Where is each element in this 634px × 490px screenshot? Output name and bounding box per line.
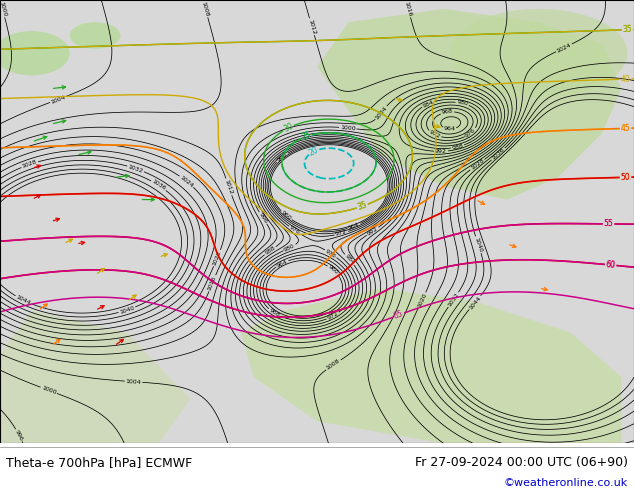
Text: 35: 35: [623, 25, 633, 34]
Text: ©weatheronline.co.uk: ©weatheronline.co.uk: [503, 478, 628, 488]
Text: 45: 45: [621, 123, 631, 133]
Polygon shape: [241, 288, 621, 443]
Text: 1044: 1044: [468, 295, 482, 310]
Text: 1016: 1016: [404, 1, 413, 17]
Text: 1020: 1020: [417, 292, 427, 309]
Text: 35: 35: [356, 200, 368, 212]
Text: 50: 50: [621, 172, 630, 182]
Text: 972: 972: [428, 130, 441, 140]
Text: 55: 55: [604, 220, 614, 228]
Text: 1000: 1000: [0, 1, 7, 17]
Text: 40: 40: [621, 74, 631, 84]
Text: 992: 992: [366, 226, 379, 237]
Text: 20: 20: [307, 145, 320, 158]
Text: 968: 968: [276, 152, 288, 163]
Text: 50: 50: [621, 172, 630, 182]
Ellipse shape: [0, 31, 70, 75]
Text: 972: 972: [335, 229, 348, 238]
Text: 968: 968: [268, 308, 281, 318]
Text: 1036: 1036: [151, 179, 167, 192]
Text: 996: 996: [257, 212, 268, 224]
Text: 1020: 1020: [212, 250, 223, 266]
Text: 984: 984: [344, 253, 355, 266]
Text: 1016: 1016: [207, 275, 217, 292]
Text: 964: 964: [276, 259, 288, 269]
Text: 968: 968: [441, 109, 453, 116]
Text: Fr 27-09-2024 00:00 UTC (06+90): Fr 27-09-2024 00:00 UTC (06+90): [415, 457, 628, 469]
Text: 1032: 1032: [127, 164, 144, 173]
Text: 988: 988: [451, 143, 464, 150]
Text: 960: 960: [327, 264, 339, 276]
Text: 1000: 1000: [41, 385, 57, 395]
Polygon shape: [317, 9, 621, 199]
Text: 964: 964: [347, 221, 361, 231]
Text: 1036: 1036: [491, 147, 506, 161]
Text: Theta-e 700hPa [hPa] ECMWF: Theta-e 700hPa [hPa] ECMWF: [6, 457, 193, 469]
Text: 964: 964: [443, 126, 456, 132]
Polygon shape: [0, 311, 190, 443]
Text: 1000: 1000: [340, 125, 356, 131]
Text: 1032: 1032: [447, 292, 460, 308]
Text: 55: 55: [604, 220, 614, 228]
Text: 980: 980: [283, 243, 296, 252]
Ellipse shape: [70, 22, 120, 49]
Ellipse shape: [450, 9, 628, 98]
Text: 976: 976: [325, 248, 337, 259]
Text: 1004: 1004: [50, 94, 67, 104]
Text: 976: 976: [465, 127, 477, 139]
Text: 1028: 1028: [470, 158, 485, 171]
Text: 1012: 1012: [224, 179, 234, 195]
Text: 1024: 1024: [556, 42, 573, 53]
Text: 980: 980: [456, 99, 469, 107]
Text: 1004: 1004: [126, 379, 141, 385]
Text: 992: 992: [435, 149, 447, 154]
Text: 996: 996: [14, 429, 24, 441]
Text: 1044: 1044: [15, 294, 32, 306]
Text: 960: 960: [280, 210, 292, 221]
Text: 1012: 1012: [307, 19, 316, 35]
Text: 988: 988: [264, 245, 276, 256]
Text: 60: 60: [605, 260, 616, 270]
Text: 1040: 1040: [119, 305, 135, 315]
Text: 65: 65: [392, 309, 404, 321]
Text: 1008: 1008: [326, 359, 341, 371]
Text: 25: 25: [301, 131, 313, 142]
Text: 976: 976: [288, 225, 301, 236]
Text: 60: 60: [605, 260, 616, 270]
Text: 45: 45: [621, 123, 631, 133]
Text: 30: 30: [282, 122, 295, 134]
Text: 35: 35: [356, 200, 368, 212]
Text: 1004: 1004: [374, 105, 388, 120]
Text: 1028: 1028: [22, 160, 38, 170]
Text: 35: 35: [623, 25, 633, 34]
Text: 1040: 1040: [474, 237, 483, 253]
Text: 1008: 1008: [201, 1, 210, 17]
Text: 25: 25: [301, 131, 313, 142]
Text: 972: 972: [327, 311, 339, 321]
Text: 1024: 1024: [179, 174, 194, 188]
Text: 984: 984: [422, 99, 435, 108]
